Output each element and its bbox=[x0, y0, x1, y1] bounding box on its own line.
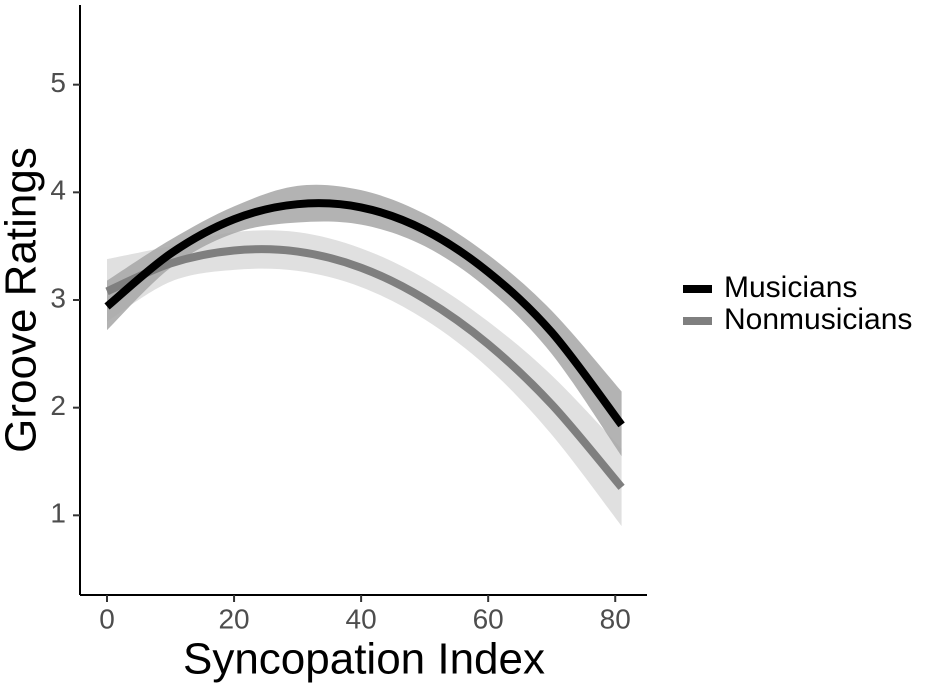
y-tick-label: 5 bbox=[50, 67, 66, 98]
x-tick-label: 40 bbox=[346, 603, 377, 634]
x-axis-title: Syncopation Index bbox=[183, 635, 545, 684]
y-tick-label: 4 bbox=[50, 175, 66, 206]
y-tick-label: 2 bbox=[50, 390, 66, 421]
x-tick-label: 80 bbox=[600, 603, 631, 634]
y-axis-title: Groove Ratings bbox=[0, 147, 46, 453]
confidence-band bbox=[107, 230, 622, 527]
line bbox=[104, 199, 625, 428]
y-tick-label: 3 bbox=[50, 282, 66, 313]
line bbox=[105, 245, 625, 490]
legend-label: Nonmusicians bbox=[724, 303, 912, 336]
legend-label: Musicians bbox=[724, 271, 857, 304]
x-tick-label: 60 bbox=[473, 603, 504, 634]
x-tick-label: 20 bbox=[218, 603, 249, 634]
y-tick-label: 1 bbox=[50, 498, 66, 529]
x-tick-label: 0 bbox=[99, 603, 115, 634]
